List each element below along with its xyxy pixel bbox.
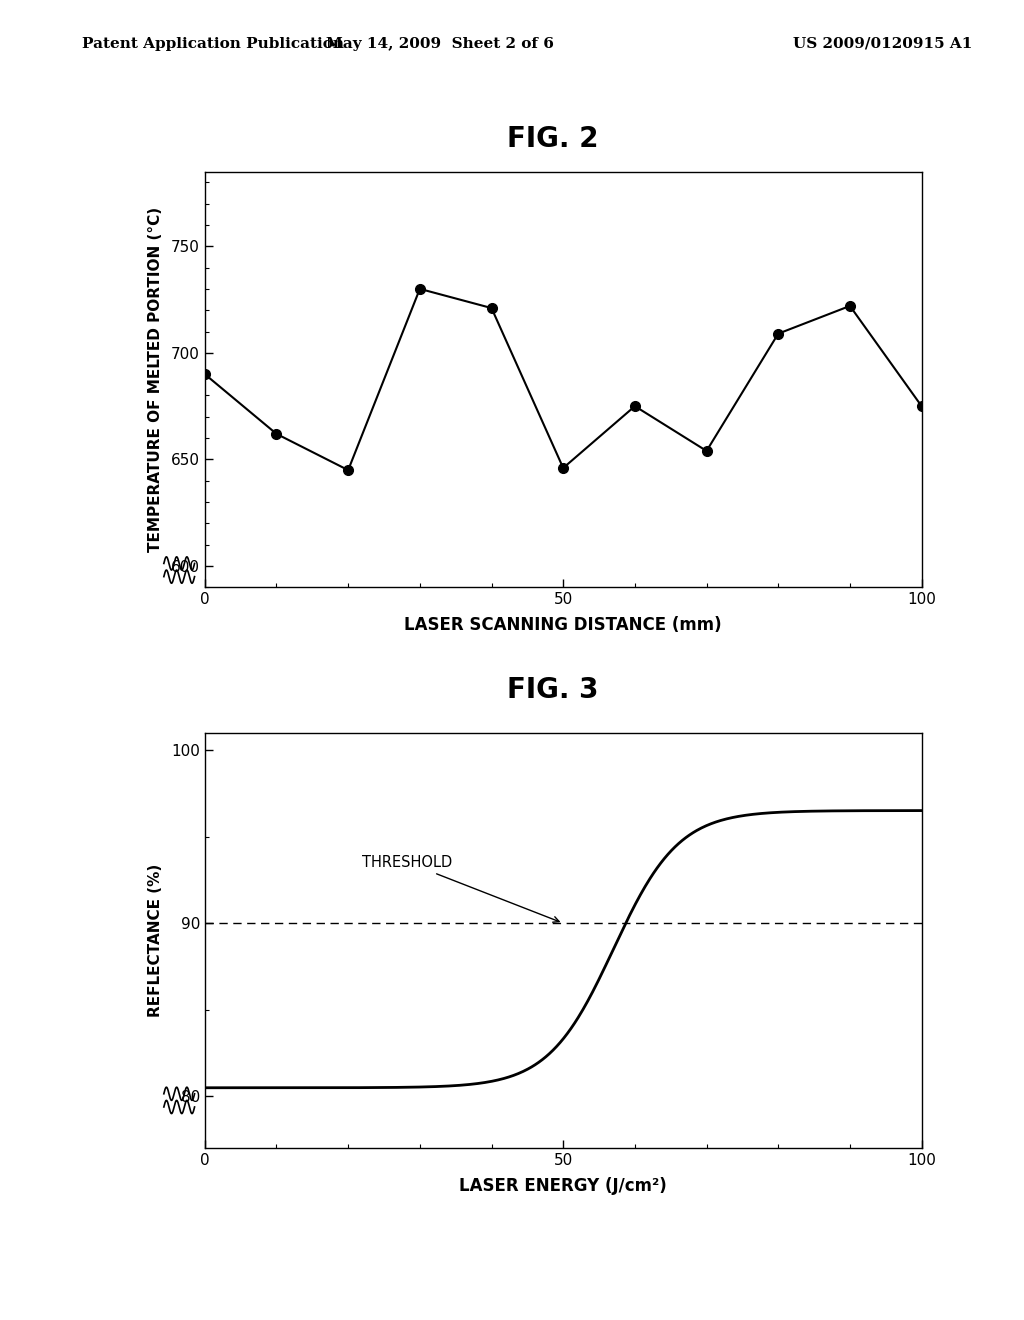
Text: THRESHOLD: THRESHOLD — [362, 855, 559, 923]
Text: FIG. 2: FIG. 2 — [507, 125, 599, 153]
X-axis label: LASER ENERGY (J/cm²): LASER ENERGY (J/cm²) — [460, 1176, 667, 1195]
Text: US 2009/0120915 A1: US 2009/0120915 A1 — [794, 37, 973, 51]
Text: May 14, 2009  Sheet 2 of 6: May 14, 2009 Sheet 2 of 6 — [327, 37, 554, 51]
X-axis label: LASER SCANNING DISTANCE (mm): LASER SCANNING DISTANCE (mm) — [404, 615, 722, 634]
Y-axis label: TEMPERATURE OF MELTED PORTION (°C): TEMPERATURE OF MELTED PORTION (°C) — [147, 207, 163, 552]
Text: Patent Application Publication: Patent Application Publication — [82, 37, 344, 51]
Text: FIG. 3: FIG. 3 — [507, 676, 599, 704]
Y-axis label: REFLECTANCE (%): REFLECTANCE (%) — [147, 863, 163, 1018]
